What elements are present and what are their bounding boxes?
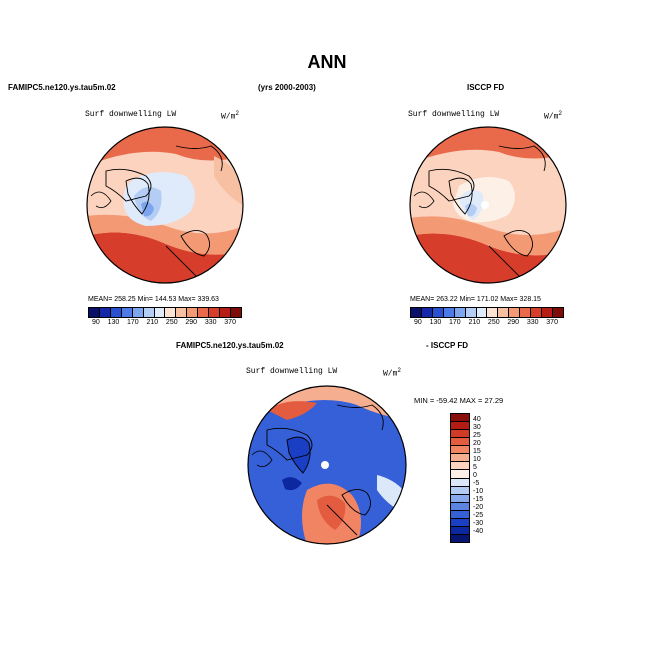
diff-colorbar-label: -25 bbox=[473, 512, 484, 519]
diff-colorbar-label: -15 bbox=[473, 496, 484, 503]
left-colorbar-tick-label: 90 bbox=[92, 319, 100, 326]
diff-colorbar-label: -20 bbox=[473, 504, 484, 511]
diff-variable-label: Surf downwelling LW bbox=[246, 367, 338, 376]
left-colorbar-swatch bbox=[99, 308, 111, 317]
right-colorbar-tick-label: 170 bbox=[449, 319, 461, 326]
right-colorbar-tick-label: 370 bbox=[546, 319, 558, 326]
diff-colorbar-swatch bbox=[451, 510, 469, 519]
diff-colorbar-label: 25 bbox=[473, 432, 481, 439]
right-colorbar-swatch bbox=[443, 308, 455, 317]
right-colorbar-tick-label: 90 bbox=[414, 319, 422, 326]
bottom-minus-label: - ISCCP FD bbox=[426, 341, 469, 350]
left-colorbar-swatch bbox=[209, 308, 221, 317]
left-colorbar-swatch bbox=[154, 308, 166, 317]
right-colorbar-tick-label: 290 bbox=[507, 319, 520, 326]
right-colorbar-swatch bbox=[487, 308, 499, 317]
left-units-label: W/m2 bbox=[221, 110, 240, 122]
diff-colorbar-label: -40 bbox=[473, 528, 484, 535]
left-colorbar-swatch bbox=[176, 308, 188, 317]
right-colorbar-swatch bbox=[476, 308, 488, 317]
left-colorbar-swatch bbox=[89, 308, 100, 317]
diff-colorbar-swatch bbox=[451, 470, 469, 479]
left-colorbar-tick-label: 210 bbox=[146, 319, 159, 326]
diff-colorbar-swatch bbox=[451, 478, 469, 487]
right-colorbar-swatch bbox=[454, 308, 466, 317]
right-polar-map bbox=[409, 126, 567, 284]
left-polar-map bbox=[86, 126, 244, 284]
diff-units-label: W/m2 bbox=[383, 367, 402, 379]
right-colorbar-tick-label: 210 bbox=[468, 319, 481, 326]
bottom-case-label: FAMIPC5.ne120.ys.tau5m.02 bbox=[176, 341, 284, 350]
diff-colorbar-swatch bbox=[451, 494, 469, 503]
top-right-obs-label: ISCCP FD bbox=[467, 83, 505, 92]
right-colorbar-swatch bbox=[498, 308, 510, 317]
left-colorbar-swatch bbox=[198, 308, 210, 317]
right-colorbar-swatch bbox=[509, 308, 521, 317]
left-colorbar-tick-label: 250 bbox=[165, 319, 178, 326]
diff-colorbar-label: 30 bbox=[473, 424, 481, 431]
diff-colorbar-label: 0 bbox=[473, 472, 477, 479]
left-colorbar-swatch bbox=[110, 308, 122, 317]
diff-colorbar-label: 20 bbox=[473, 440, 481, 447]
diff-colorbar-label: -30 bbox=[473, 520, 484, 527]
diff-colorbar-swatch bbox=[451, 454, 469, 463]
diff-colorbar-swatch bbox=[451, 446, 469, 455]
diff-colorbar-label: 40 bbox=[473, 416, 481, 423]
right-variable-label: Surf downwelling LW bbox=[408, 110, 500, 119]
right-colorbar-swatch bbox=[421, 308, 433, 317]
left-variable-label: Surf downwelling LW bbox=[85, 110, 177, 119]
diff-colorbar-swatch bbox=[451, 414, 469, 423]
left-colorbar: 90 130 170 210 250 290 330 370 bbox=[88, 307, 242, 326]
diff-polar-map bbox=[247, 385, 407, 545]
right-colorbar-swatch bbox=[542, 308, 553, 317]
left-colorbar-swatch bbox=[187, 308, 199, 317]
left-colorbar-tick-label: 330 bbox=[204, 319, 217, 326]
right-colorbar-swatch bbox=[411, 308, 422, 317]
diff-colorbar-swatch bbox=[451, 486, 469, 495]
right-colorbar: 90 130 170 210 250 290 330 370 bbox=[410, 307, 564, 326]
diff-colorbar-swatch bbox=[451, 462, 469, 471]
right-colorbar-swatch bbox=[552, 308, 563, 317]
years-label: (yrs 2000-2003) bbox=[258, 83, 316, 92]
diff-colorbar-label: 15 bbox=[473, 448, 481, 455]
right-colorbar-tick-label: 250 bbox=[487, 319, 500, 326]
diff-colorbar-swatch bbox=[451, 526, 469, 535]
right-colorbar-tick-label: 130 bbox=[429, 319, 442, 326]
left-colorbar-tick-label: 130 bbox=[107, 319, 120, 326]
left-stats: MEAN= 258.25 Min= 144.53 Max= 339.63 bbox=[88, 296, 219, 303]
diff-colorbar-swatch bbox=[451, 430, 469, 439]
left-colorbar-swatch bbox=[220, 308, 231, 317]
diff-colorbar-swatch bbox=[451, 422, 469, 431]
diff-colorbar-swatch bbox=[451, 438, 469, 447]
left-colorbar-tick-label: 290 bbox=[185, 319, 198, 326]
plot-title: ANN bbox=[307, 52, 347, 72]
left-colorbar-tick-label: 370 bbox=[224, 319, 236, 326]
right-units-label: W/m2 bbox=[544, 110, 563, 122]
diff-colorbar-labels: 40 30 25 20 15 10 5 0 -5 -10 -15 -20 -25 -30 -40 bbox=[473, 413, 503, 541]
left-colorbar-swatch bbox=[121, 308, 133, 317]
diff-colorbar-label: 5 bbox=[473, 464, 477, 471]
top-left-case-label: FAMIPC5.ne120.ys.tau5m.02 bbox=[8, 83, 116, 92]
diff-colorbar-label: -10 bbox=[473, 488, 484, 495]
right-colorbar-swatch bbox=[520, 308, 532, 317]
diff-colorbar-swatch bbox=[451, 518, 469, 527]
diff-colorbar-swatch bbox=[451, 502, 469, 511]
right-colorbar-swatch bbox=[465, 308, 477, 317]
right-colorbar-tick-label: 330 bbox=[526, 319, 539, 326]
diff-colorbar-label: 10 bbox=[473, 456, 481, 463]
right-colorbar-swatch bbox=[432, 308, 444, 317]
diff-colorbar-label: -5 bbox=[473, 480, 480, 487]
diff-colorbar bbox=[450, 413, 470, 543]
left-colorbar-swatch bbox=[132, 308, 144, 317]
left-colorbar-swatch bbox=[230, 308, 241, 317]
left-colorbar-swatch bbox=[143, 308, 155, 317]
right-colorbar-swatch bbox=[531, 308, 543, 317]
right-stats: MEAN= 263.22 Min= 171.02 Max= 328.15 bbox=[410, 296, 541, 303]
left-colorbar-swatch bbox=[165, 308, 177, 317]
left-colorbar-tick-label: 170 bbox=[127, 319, 139, 326]
diff-stats: MIN = -59.42 MAX = 27.29 bbox=[414, 396, 504, 405]
diff-colorbar-swatch bbox=[451, 534, 469, 542]
